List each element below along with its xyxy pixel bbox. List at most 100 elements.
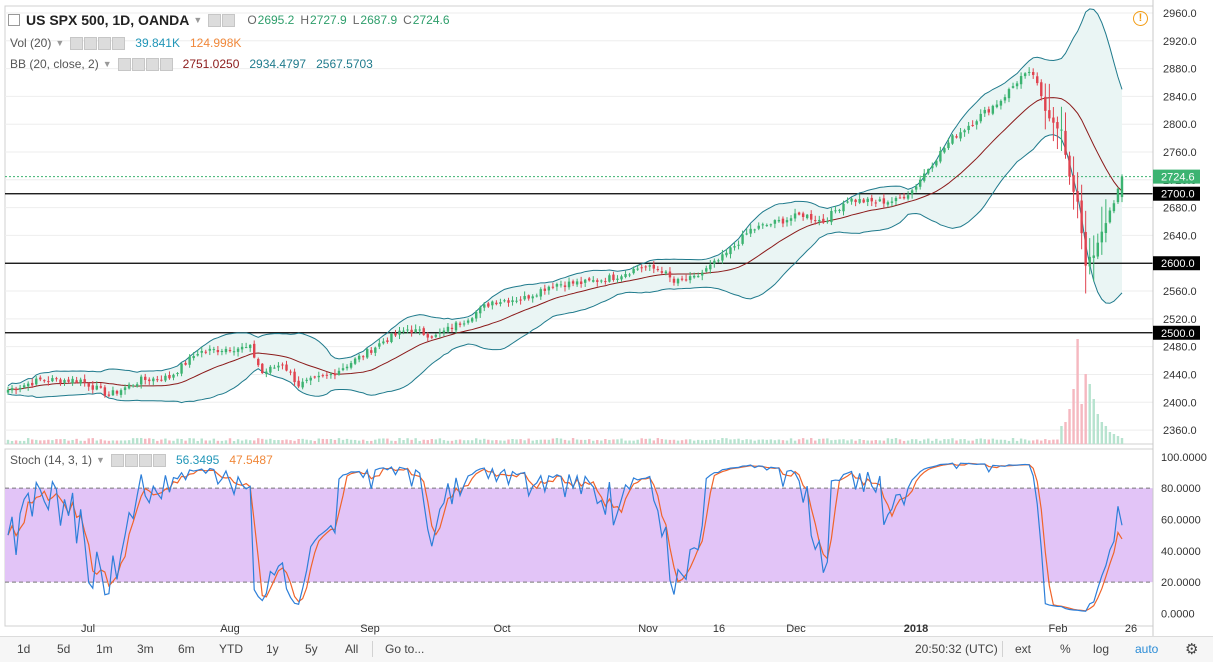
volume-bar	[91, 438, 94, 444]
candle-body	[830, 210, 833, 223]
volume-bar	[995, 439, 999, 444]
candle-body	[991, 105, 995, 114]
volume-bar	[1108, 432, 1112, 444]
goto-button[interactable]: Go to...	[385, 642, 425, 656]
legend-buttons[interactable]	[117, 57, 173, 71]
candle-body	[604, 281, 607, 283]
candle-body	[789, 218, 793, 221]
eye-icon[interactable]	[208, 13, 222, 27]
volume-bar	[139, 438, 143, 444]
volume-bar	[1100, 422, 1104, 444]
volume-bar	[22, 440, 26, 444]
chevron-down-icon[interactable]: ▼	[102, 59, 112, 69]
volume-bar	[1076, 339, 1079, 444]
volume-bar	[588, 439, 591, 444]
volume-bar	[809, 438, 813, 444]
collapse-icon[interactable]	[8, 14, 20, 26]
time-tick-label: Sep	[360, 623, 380, 635]
bb-legend[interactable]: BB (20, close, 2) ▼ 2751.0250 2934.4797 …	[10, 57, 373, 71]
volume-bar	[156, 440, 159, 444]
candle-body	[160, 379, 163, 381]
price-label-bg	[1153, 169, 1200, 184]
volume-bar	[575, 439, 579, 444]
candle-body	[107, 394, 111, 396]
candle-body	[1048, 110, 1051, 119]
volume-bar	[636, 439, 639, 444]
volume-bar	[931, 440, 934, 444]
symbol-title: US SPX 500, 1D, OANDA	[26, 12, 190, 28]
candle-body	[818, 219, 821, 222]
range-all[interactable]: All	[345, 642, 359, 656]
volume-bar	[1112, 434, 1116, 444]
range-3m[interactable]: 3m	[137, 642, 154, 656]
candle-body	[305, 379, 308, 381]
candle-body	[353, 358, 357, 364]
volume-bar	[458, 439, 462, 444]
candle-body	[684, 279, 688, 281]
volume-bar	[487, 439, 490, 444]
stoch-legend[interactable]: Stoch (14, 3, 1) ▼ 56.3495 47.5487	[10, 453, 273, 467]
candle-body	[834, 210, 837, 212]
volume-bar	[551, 438, 555, 444]
candle-body	[232, 351, 236, 353]
bb-basis-value: 2751.0250	[182, 57, 240, 71]
legend-buttons[interactable]	[110, 453, 166, 467]
candle-body	[1056, 122, 1059, 129]
candle-body	[640, 267, 643, 269]
volume-bar	[75, 438, 78, 444]
range-6m[interactable]: 6m	[178, 642, 195, 656]
range-ytd[interactable]: YTD	[219, 642, 243, 656]
volume-bar	[866, 440, 869, 444]
chevron-down-icon[interactable]: ▼	[96, 455, 105, 465]
candle-body	[749, 228, 752, 234]
volume-bar	[894, 438, 898, 444]
volume-bar	[349, 439, 353, 444]
bb-basis-line	[7, 97, 1123, 391]
volume-bar	[430, 439, 434, 444]
symbol-legend[interactable]: US SPX 500, 1D, OANDA ▼ O 2695.2 H 2727.9 …	[8, 12, 450, 28]
volume-bar	[805, 439, 809, 444]
auto-toggle[interactable]: auto	[1135, 642, 1159, 656]
range-1y[interactable]: 1y	[266, 642, 279, 656]
legend-buttons[interactable]	[208, 13, 236, 27]
candle-body	[184, 362, 187, 365]
utc-clock[interactable]: 20:50:32 (UTC)	[915, 642, 998, 656]
chevron-down-icon[interactable]: ▼	[55, 38, 65, 48]
candle-body	[737, 244, 740, 246]
range-5d[interactable]: 5d	[57, 642, 71, 656]
volume-legend[interactable]: Vol (20) ▼ 39.841K 124.998K	[10, 36, 241, 50]
settings-gear-icon[interactable]: ⚙	[1185, 641, 1199, 658]
candle-body	[119, 390, 123, 395]
range-1d[interactable]: 1d	[17, 642, 31, 656]
price-tick-label: 2880.0	[1163, 64, 1197, 76]
volume-bar	[967, 440, 970, 444]
price-tick-label: 2440.0	[1163, 369, 1197, 381]
price-label: 2500.0	[1161, 328, 1195, 340]
price-label-bg	[1153, 256, 1200, 271]
candle-body	[446, 326, 450, 332]
candle-body	[785, 220, 789, 223]
volume-bar	[539, 439, 542, 444]
chevron-down-icon[interactable]: ▼	[193, 15, 203, 25]
volume-bar	[47, 439, 50, 444]
candle-body	[357, 355, 361, 360]
range-1m[interactable]: 1m	[96, 642, 113, 656]
log-toggle[interactable]: log	[1093, 642, 1110, 656]
volume-bar	[923, 439, 926, 444]
volume-bar	[240, 440, 244, 444]
legend-buttons[interactable]	[70, 36, 126, 50]
candle-body	[261, 363, 264, 374]
ext-toggle[interactable]: ext	[1015, 642, 1032, 656]
candle-body	[543, 288, 547, 291]
candle-body	[781, 218, 785, 224]
range-5y[interactable]: 5y	[305, 642, 318, 656]
volume-bar	[846, 440, 849, 444]
percent-toggle[interactable]: %	[1060, 642, 1071, 656]
volume-bar	[910, 439, 914, 444]
volume-bar	[228, 438, 232, 444]
warning-icon[interactable]: !	[1133, 11, 1148, 26]
gear-icon[interactable]	[222, 13, 236, 27]
candle-body	[63, 380, 66, 383]
volume-bar	[951, 438, 954, 444]
